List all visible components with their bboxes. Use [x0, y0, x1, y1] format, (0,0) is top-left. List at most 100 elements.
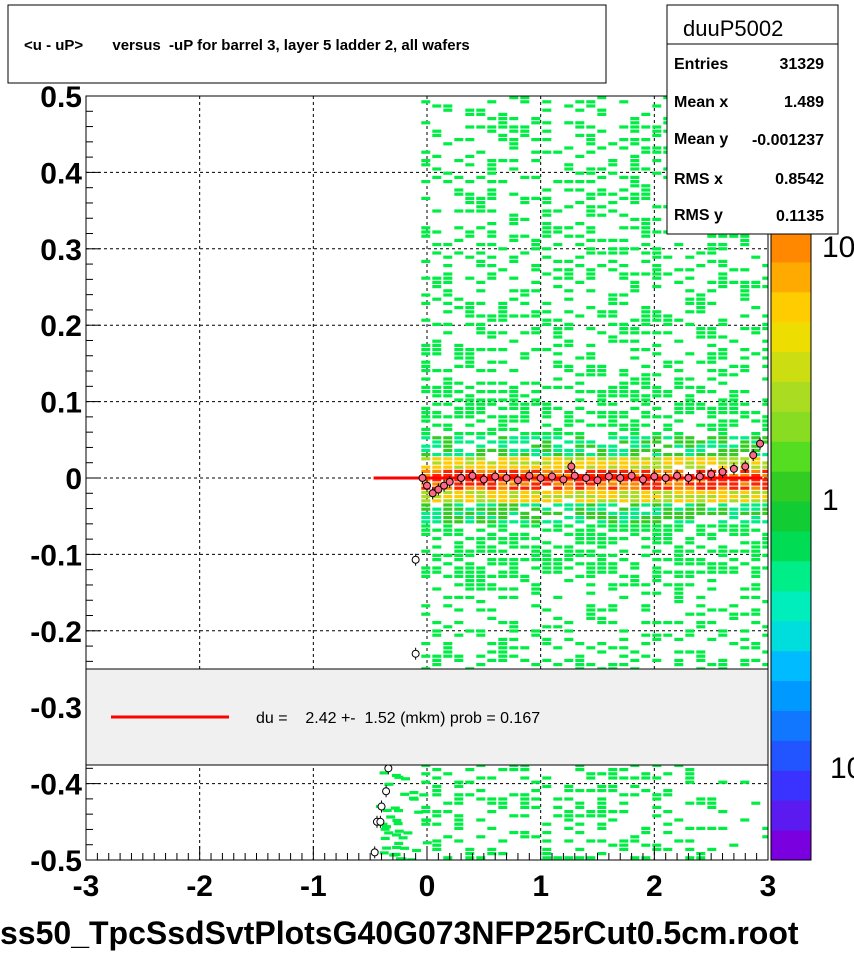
heatmap-cell [608, 818, 618, 822]
heatmap-cell [575, 457, 585, 461]
heatmap-cell [751, 520, 761, 524]
heatmap-cell [443, 180, 453, 184]
heatmap-cell [586, 247, 596, 251]
heatmap-cell [729, 373, 739, 377]
heatmap-cell [608, 511, 618, 515]
heatmap-cell [520, 352, 530, 356]
heatmap-cell [685, 406, 695, 410]
heatmap-cell [619, 558, 629, 562]
heatmap-cell [390, 806, 400, 810]
heatmap-cell [382, 825, 391, 829]
heatmap-cell [608, 163, 618, 167]
heatmap-cell [652, 453, 662, 457]
heatmap-cell [443, 255, 453, 259]
heatmap-cell [641, 385, 651, 389]
heatmap-cell [663, 570, 673, 574]
heatmap-cell [608, 486, 618, 490]
heatmap-cell [641, 394, 651, 398]
heatmap-cell [696, 482, 706, 486]
heatmap-cell [553, 427, 563, 431]
heatmap-cell [586, 537, 596, 541]
heatmap-cell [707, 566, 717, 570]
heatmap-cell [608, 415, 618, 419]
heatmap-cell [476, 776, 486, 780]
heatmap-cell [751, 465, 761, 469]
heatmap-cell [586, 444, 596, 448]
stats-value-mean-x: 1.489 [784, 94, 824, 111]
heatmap-cell [718, 511, 728, 515]
heatmap-cell [608, 520, 618, 524]
colorbar-segment [771, 501, 811, 532]
profile-point [384, 764, 393, 773]
heatmap-cell [476, 419, 486, 423]
heatmap-cell [422, 818, 432, 822]
heatmap-cell [443, 465, 453, 469]
heatmap-cell [674, 453, 684, 457]
heatmap-cell [432, 474, 442, 478]
heatmap-cell [520, 415, 530, 419]
heatmap-cell [531, 469, 541, 473]
heatmap-cell [575, 108, 585, 112]
heatmap-cell [443, 486, 453, 490]
heatmap-cell [718, 495, 728, 499]
heatmap-cell [542, 776, 552, 780]
heatmap-cell [443, 394, 453, 398]
heatmap-cell [663, 528, 673, 532]
x-tick-label: 1 [532, 870, 549, 903]
profile-point [627, 471, 636, 480]
heatmap-cell [696, 658, 706, 662]
heatmap-cell [630, 574, 640, 578]
heatmap-cell [542, 553, 552, 557]
heatmap-cell [652, 532, 662, 536]
heatmap-cell [553, 448, 563, 452]
heatmap-cell [707, 343, 717, 347]
heatmap-cell [531, 398, 541, 402]
heatmap-cell [454, 364, 464, 368]
heatmap-cell [652, 511, 662, 515]
heatmap-cell [476, 406, 486, 410]
heatmap-cell [729, 394, 739, 398]
colorbar-segment [771, 321, 811, 353]
stats-box: duuP5002 Entries 31329 Mean x 1.489 Mean… [666, 4, 839, 235]
heatmap-cell [619, 776, 629, 780]
heatmap-cell [454, 499, 464, 503]
heatmap-cell [564, 478, 574, 482]
heatmap-cell [465, 352, 475, 356]
heatmap-cell [663, 272, 673, 276]
heatmap-cell [652, 805, 662, 809]
heatmap-cell [586, 356, 596, 360]
heatmap-cell [509, 570, 519, 574]
heatmap-cell [509, 314, 519, 318]
heatmap-cell [674, 549, 684, 553]
heatmap-cell [564, 856, 574, 860]
heatmap-cell [751, 549, 761, 553]
heatmap-cell [564, 205, 574, 209]
heatmap-cell [619, 801, 629, 805]
heatmap-cell [443, 532, 453, 536]
heatmap-cell [619, 440, 629, 444]
heatmap-cell [454, 406, 464, 410]
heatmap-cell [476, 797, 486, 801]
heatmap-cell [597, 461, 607, 465]
heatmap-cell [575, 574, 585, 578]
heatmap-cell [465, 457, 475, 461]
heatmap-cell [476, 633, 486, 637]
heatmap-cell [421, 196, 431, 200]
heatmap-cell [542, 440, 552, 444]
heatmap-cell [498, 801, 508, 805]
heatmap-cell [718, 411, 728, 415]
heatmap-cell [696, 503, 706, 507]
heatmap-cell [641, 251, 651, 255]
heatmap-cell [542, 499, 552, 503]
profile-point [370, 848, 379, 857]
heatmap-cell [608, 562, 618, 566]
heatmap-cell [762, 427, 768, 431]
heatmap-cell [531, 453, 541, 457]
heatmap-cell [663, 789, 673, 793]
heatmap-cell [465, 406, 475, 410]
heatmap-cell [630, 192, 640, 196]
heatmap-cell [597, 499, 607, 503]
heatmap-cell [443, 280, 453, 284]
heatmap-cell [465, 314, 475, 318]
heatmap-cell [520, 646, 530, 650]
